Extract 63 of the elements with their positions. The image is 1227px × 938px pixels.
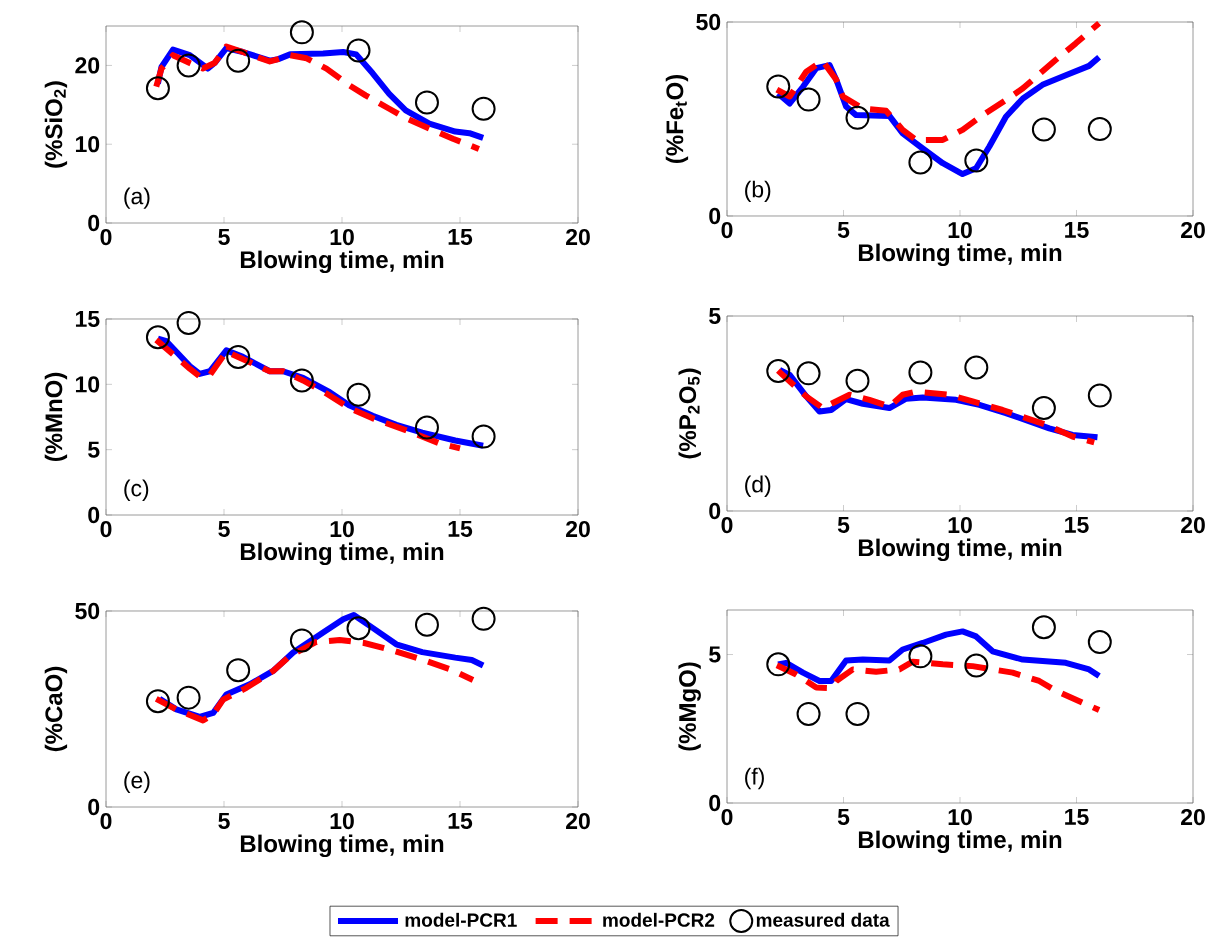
x-tick-label: 0 (721, 516, 733, 534)
y-axis-title: (%MnO) (44, 372, 68, 462)
y-axis-title: (%CaO) (44, 666, 68, 752)
y-tick-label: 0 (709, 502, 721, 520)
x-tick-label: 20 (566, 520, 590, 538)
x-tick-label: 10 (330, 228, 354, 246)
y-tick-label: 5 (88, 441, 100, 458)
y-axis-title: (%P$_{2}$O$_{5}$) (678, 368, 701, 459)
x-tick-label: 15 (448, 520, 473, 537)
x-tick-label: 20 (566, 228, 590, 246)
x-tick-label: 5 (837, 516, 850, 533)
y-tick-label: 50 (75, 602, 100, 620)
x-tick-label: 5 (218, 812, 230, 829)
x-axis-title: Blowing time, min (858, 243, 1062, 267)
y-axis-title: (%MgO) (678, 662, 701, 751)
legend-label: model-PCR2 (603, 912, 715, 927)
y-tick-label: 20 (75, 57, 100, 74)
y-tick-label: 5 (709, 307, 721, 325)
x-tick-label: 20 (1181, 516, 1205, 534)
x-tick-label: 20 (1181, 221, 1205, 239)
y-axis-title: (%Fe$_{t}$O) (665, 75, 689, 163)
x-tick-label: 20 (1181, 808, 1205, 826)
y-tick-label: 0 (709, 794, 721, 812)
x-tick-label: 0 (721, 808, 733, 826)
annotation: (a) (124, 187, 150, 209)
y-tick-label: 50 (696, 13, 721, 31)
x-axis-title: Blowing time, min (240, 250, 444, 274)
x-tick-label: 10 (948, 221, 972, 239)
x-tick-label: 15 (1065, 808, 1089, 825)
x-tick-label: 15 (448, 228, 473, 245)
x-tick-label: 0 (100, 520, 112, 538)
annotation: (d) (745, 475, 771, 498)
annotation: (b) (745, 180, 771, 203)
annotation: (c) (124, 479, 149, 501)
legend-label: measured data (756, 912, 890, 927)
x-tick-label: 20 (566, 812, 590, 830)
x-axis-title: Blowing time, min (240, 542, 444, 566)
y-tick-label: 0 (709, 207, 721, 225)
x-tick-label: 10 (948, 808, 972, 826)
y-tick-label: 10 (75, 136, 100, 153)
annotation: (e) (124, 771, 150, 793)
x-tick-label: 0 (100, 812, 112, 830)
legend-label: model-PCR1 (405, 912, 517, 927)
x-tick-label: 10 (330, 520, 354, 538)
x-tick-label: 10 (330, 812, 354, 830)
y-axis-title: (%SiO$_{2}$) (44, 81, 68, 168)
x-tick-label: 5 (218, 228, 230, 245)
y-tick-label: 10 (75, 376, 100, 393)
x-tick-label: 10 (948, 516, 972, 534)
x-tick-label: 5 (837, 221, 850, 238)
y-tick-label: 5 (709, 646, 721, 663)
x-axis-title: Blowing time, min (858, 538, 1062, 562)
x-axis-title: Blowing time, min (240, 834, 444, 858)
x-axis-title: Blowing time, min (858, 830, 1062, 854)
y-tick-label: 15 (75, 310, 100, 328)
x-tick-label: 15 (448, 812, 473, 829)
x-tick-label: 0 (721, 221, 733, 239)
x-tick-label: 0 (100, 228, 112, 246)
x-tick-label: 5 (218, 520, 230, 537)
x-tick-label: 5 (837, 808, 850, 825)
annotation: (f) (745, 767, 764, 790)
x-tick-label: 15 (1065, 221, 1089, 238)
x-tick-label: 15 (1065, 516, 1089, 533)
